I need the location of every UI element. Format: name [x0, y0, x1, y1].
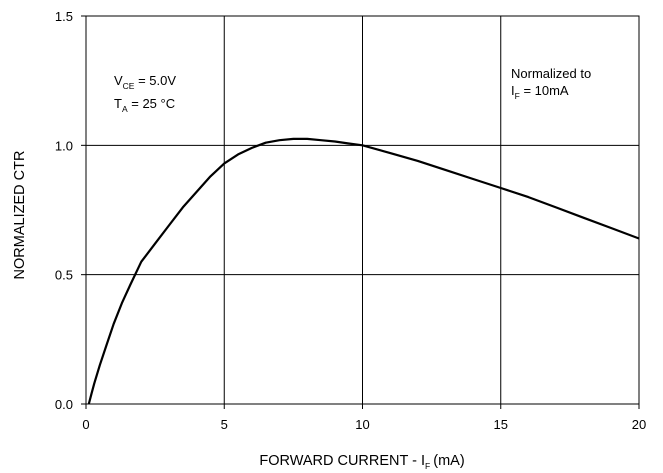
y-tick-label: 0.5 [55, 268, 73, 283]
x-tick-label: 15 [494, 417, 508, 432]
annotation-ta: TA = 25 °C [114, 96, 175, 114]
annotation-normalized-line2: IF = 10mA [511, 83, 569, 101]
ctr-curve [87, 137, 640, 405]
y-tick-label: 1.0 [55, 138, 73, 153]
x-tick-label: 5 [221, 417, 228, 432]
annotation-normalized-line1: Normalized to [511, 66, 591, 81]
x-tick-label: 0 [82, 417, 89, 432]
y-tick-label: 0.0 [55, 397, 73, 412]
axis-ticks [81, 15, 640, 409]
annotation-vce: VCE = 5.0V [114, 73, 176, 91]
x-tick-label: 20 [632, 417, 646, 432]
y-tick-label: 1.5 [55, 9, 73, 24]
x-axis-title: FORWARD CURRENT - IF (mA) [259, 453, 464, 471]
y-tick-labels: 0.0 0.5 1.0 1.5 [55, 9, 73, 412]
x-tick-label: 10 [355, 417, 369, 432]
y-axis-title: NORMALIZED CTR [12, 151, 28, 280]
x-tick-labels: 0 5 10 15 20 [82, 417, 646, 432]
